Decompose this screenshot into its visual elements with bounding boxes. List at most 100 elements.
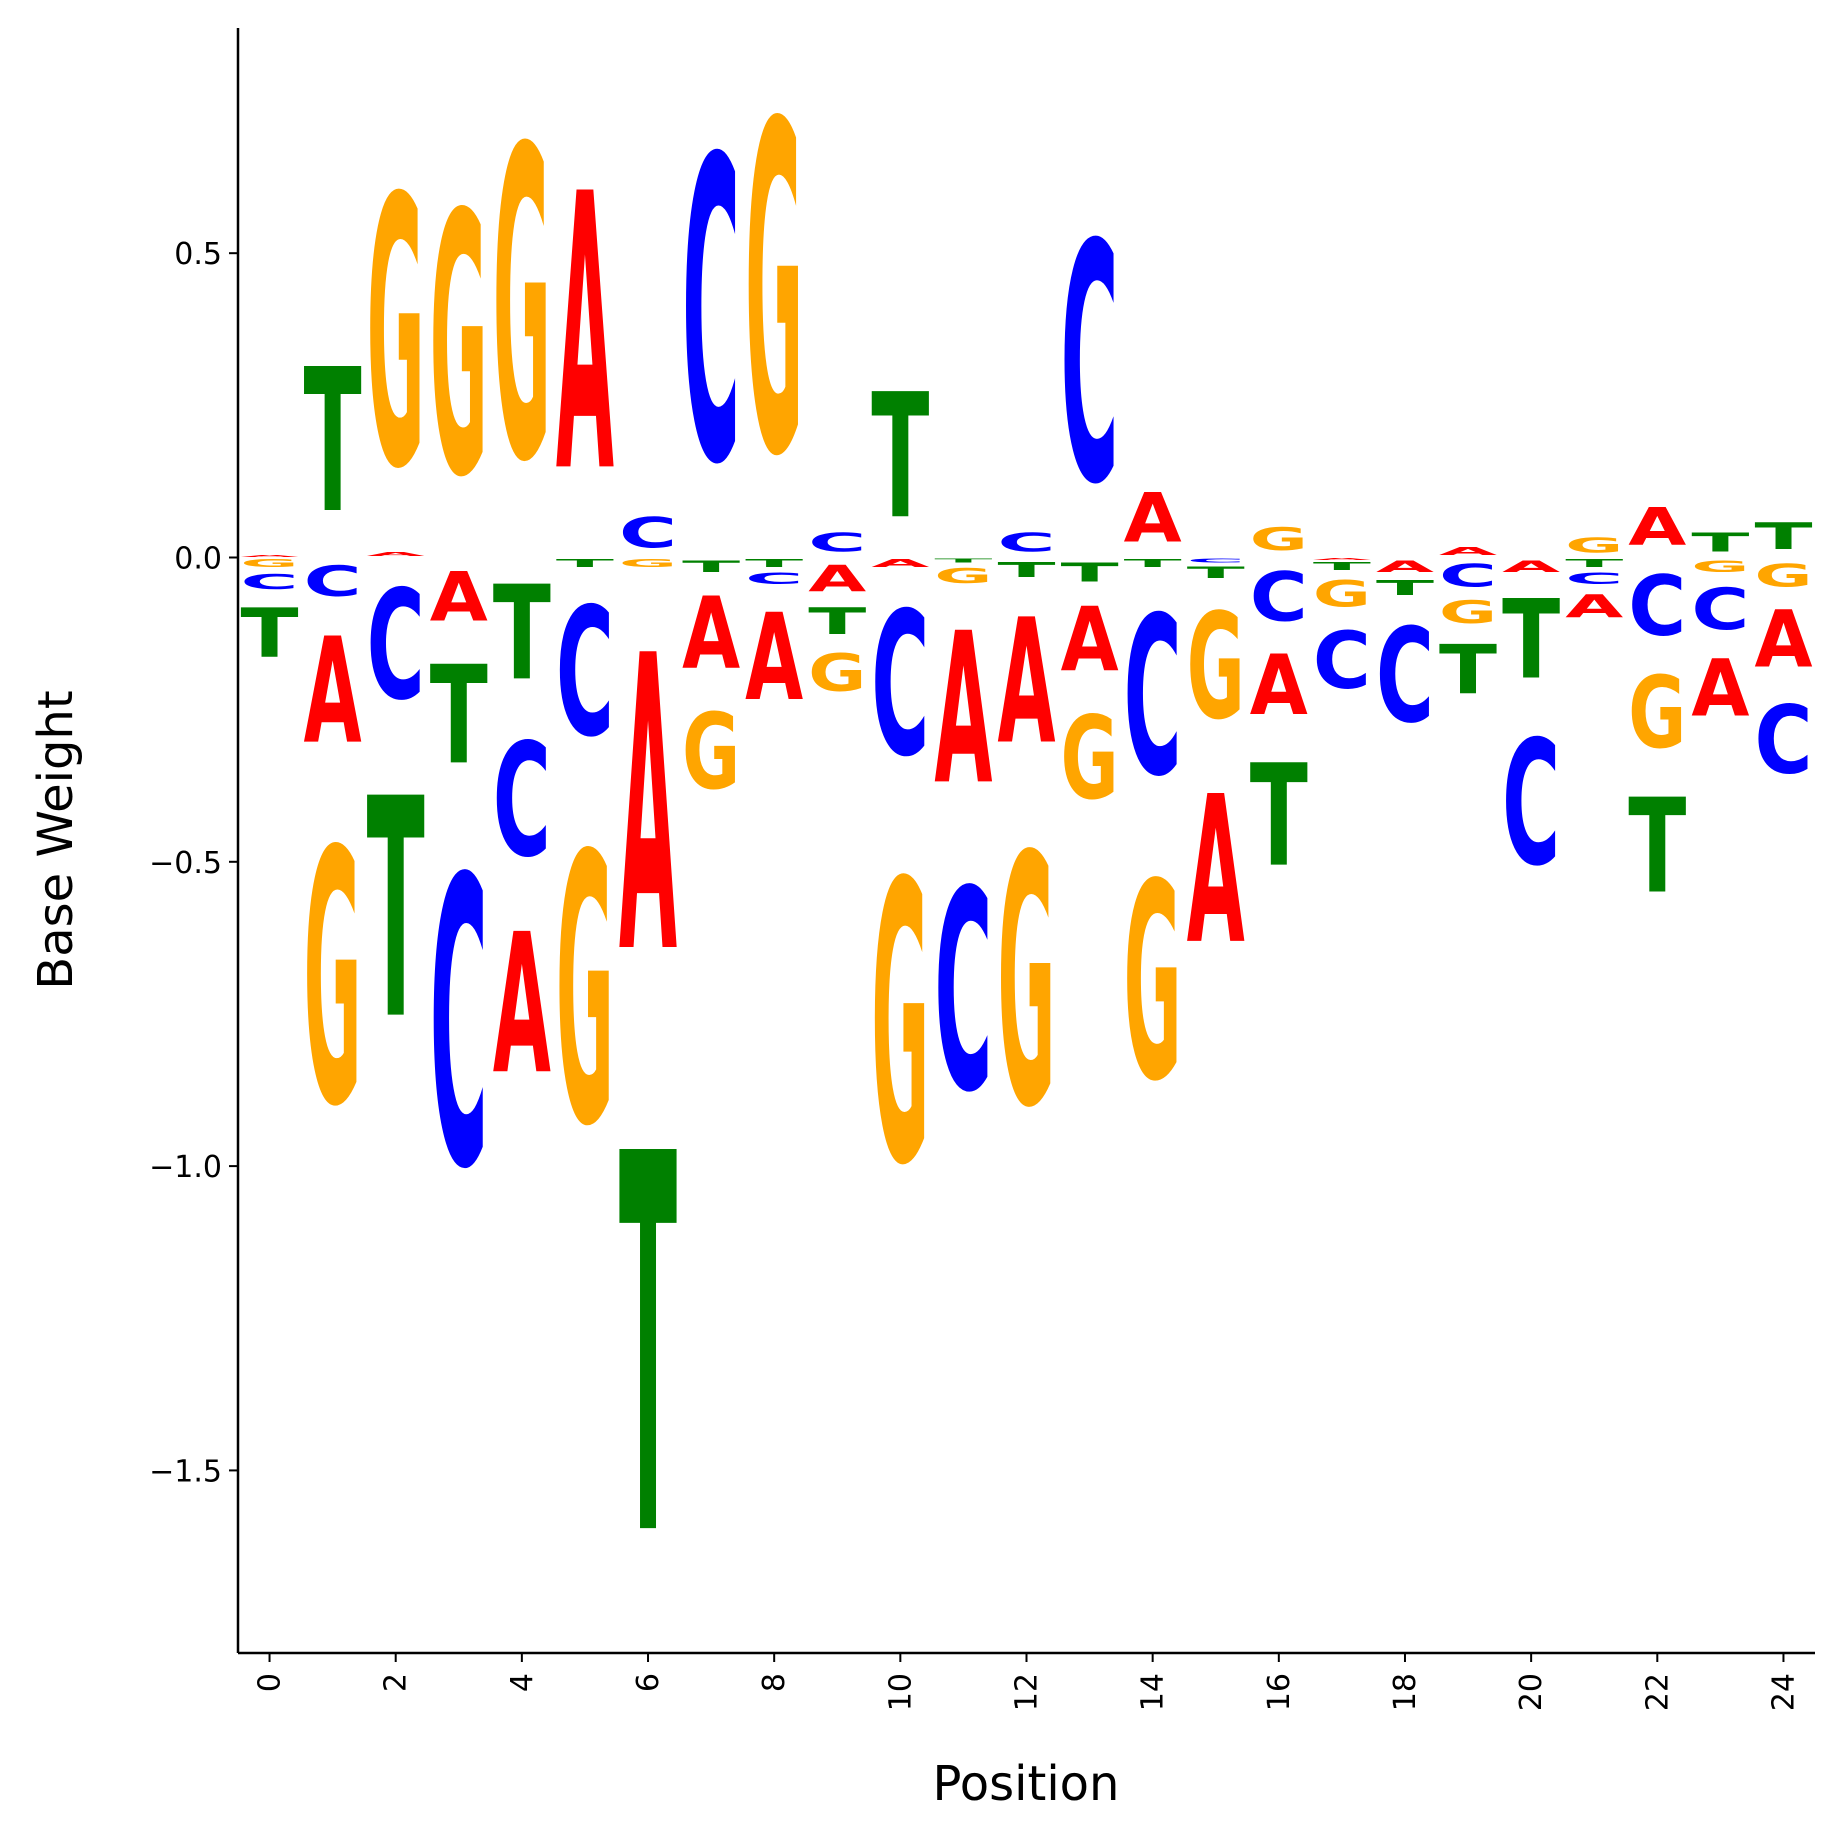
logo-letter-a: A	[556, 114, 615, 557]
logo-letter-g: G	[304, 779, 362, 1184]
logo-letter-g: G	[619, 557, 677, 569]
logo-letter-g: G	[1313, 574, 1371, 616]
logo-letter-a: A	[1313, 558, 1371, 561]
logo-letter-t: T	[619, 1045, 677, 1651]
x-tick-label: 4	[505, 1673, 540, 1692]
logo-letter-g: G	[1439, 594, 1497, 631]
logo-letter-a: A	[1439, 545, 1498, 557]
logo-letter-a: A	[682, 576, 740, 691]
x-tick-label: 22	[1640, 1673, 1675, 1711]
logo-letter-t: T	[1565, 558, 1623, 570]
logo-letter-t: T	[367, 736, 425, 1087]
logo-letter-c: C	[1124, 571, 1182, 825]
logo-letter-a: A	[241, 554, 299, 557]
logo-letter-c: C	[1313, 615, 1371, 706]
logo-letter-c: C	[1565, 570, 1623, 588]
logo-letters: AGCTTCAGAGCTGATCGTCAATCGCGATCTAGGTCACATG…	[241, 30, 1813, 1651]
y-tick-label: −1.0	[149, 1150, 222, 1185]
logo-letter-c: C	[1439, 558, 1497, 594]
logo-letter-g: G	[1691, 558, 1749, 576]
logo-letter-a: A	[304, 607, 362, 777]
logo-letter-c: C	[1691, 577, 1749, 643]
logo-letter-c: C	[871, 570, 929, 801]
x-tick-label: 2	[379, 1673, 414, 1692]
logo-letter-t: T	[493, 558, 551, 709]
x-tick-label: 6	[631, 1673, 666, 1692]
logo-letter-c: C	[430, 796, 488, 1256]
logo-letter-g: G	[1124, 825, 1182, 1141]
x-axis-ticks: 0 2 4 6 8 10 12 14 16 18 20 22 24	[253, 1653, 1801, 1711]
logo-letter-t: T	[1187, 564, 1245, 582]
logo-letter-a: A	[808, 557, 867, 600]
y-tick-label: −1.5	[149, 1454, 222, 1489]
logo-letter-g: G	[1565, 534, 1623, 558]
logo-letter-a: A	[1502, 558, 1560, 576]
logo-letter-t: T	[745, 558, 803, 570]
logo-letter-g: G	[241, 557, 299, 569]
logo-letter-t: T	[1628, 771, 1686, 922]
logo-letter-g: G	[745, 30, 803, 557]
logo-letter-t: T	[871, 357, 929, 557]
logo-letter-c: C	[367, 559, 425, 734]
x-tick-label: 12	[1010, 1673, 1045, 1711]
y-tick-label: 0.5	[174, 237, 222, 272]
logo-letter-a: A	[493, 893, 551, 1117]
logo-letter-a: A	[934, 589, 992, 831]
logo-letter-g: G	[682, 691, 740, 813]
logo-letter-g: G	[1628, 656, 1686, 771]
logo-letter-t: T	[808, 601, 867, 643]
logo-letter-g: G	[493, 60, 551, 557]
x-tick-label: 16	[1262, 1673, 1297, 1711]
logo-letter-t: T	[682, 558, 740, 576]
logo-letter-t: T	[1754, 515, 1813, 557]
logo-letter-a: A	[1376, 558, 1434, 576]
y-tick-label: 0.0	[174, 541, 222, 576]
logo-letter-c: C	[619, 509, 677, 558]
logo-letter-c: C	[304, 557, 362, 606]
logo-letter-g: G	[997, 785, 1055, 1184]
logo-letter-g: G	[871, 803, 929, 1251]
logo-letter-t: T	[1691, 527, 1749, 557]
logo-letter-a: A	[1754, 595, 1812, 686]
logo-letter-c: C	[1628, 559, 1686, 655]
logo-letter-g: G	[1754, 557, 1812, 594]
logo-letter-c: C	[1187, 558, 1245, 564]
x-tick-label: 0	[253, 1673, 288, 1692]
logo-letter-c: C	[556, 571, 614, 776]
x-axis-label: Position	[933, 1756, 1120, 1812]
logo-letter-c: C	[682, 71, 740, 556]
x-tick-label: 8	[757, 1673, 792, 1692]
logo-letter-g: G	[1250, 521, 1308, 558]
logo-letter-a: A	[619, 570, 678, 1043]
logo-letter-a: A	[1250, 636, 1308, 734]
logo-letter-t: T	[241, 595, 299, 673]
logo-letter-g: G	[556, 777, 614, 1208]
logo-letter-c: C	[997, 527, 1055, 557]
logo-letter-a: A	[367, 551, 425, 557]
logo-letter-c: C	[1502, 704, 1560, 904]
logo-letter-a: A	[1061, 589, 1120, 691]
logo-letter-t: T	[1061, 558, 1119, 588]
logo-letter-c: C	[808, 527, 866, 557]
logo-letter-a: A	[1628, 497, 1686, 557]
logo-letter-g: G	[808, 642, 866, 703]
logo-letter-t: T	[1439, 632, 1497, 710]
logo-letter-a: A	[745, 588, 803, 728]
y-axis-label: Base Weight	[28, 690, 84, 989]
y-axis-ticks: 0.5 0.0 −0.5 −1.0 −1.5	[149, 237, 238, 1489]
logo-letter-a: A	[1691, 644, 1749, 735]
logo-letter-g: G	[1187, 582, 1245, 751]
y-tick-label: −0.5	[149, 846, 222, 881]
logo-letter-a: A	[871, 557, 930, 569]
logo-letter-c: C	[934, 832, 992, 1153]
x-tick-label: 14	[1136, 1673, 1171, 1711]
logo-letter-c: C	[1061, 176, 1119, 557]
x-tick-label: 18	[1388, 1673, 1423, 1711]
logo-letter-g: G	[934, 564, 992, 588]
logo-letter-c: C	[745, 570, 803, 588]
x-tick-label: 20	[1514, 1673, 1549, 1711]
logo-letter-g: G	[1061, 693, 1119, 825]
logo-letter-a: A	[997, 583, 1055, 783]
logo-letter-t: T	[997, 558, 1055, 582]
logo-letter-g: G	[430, 140, 488, 558]
